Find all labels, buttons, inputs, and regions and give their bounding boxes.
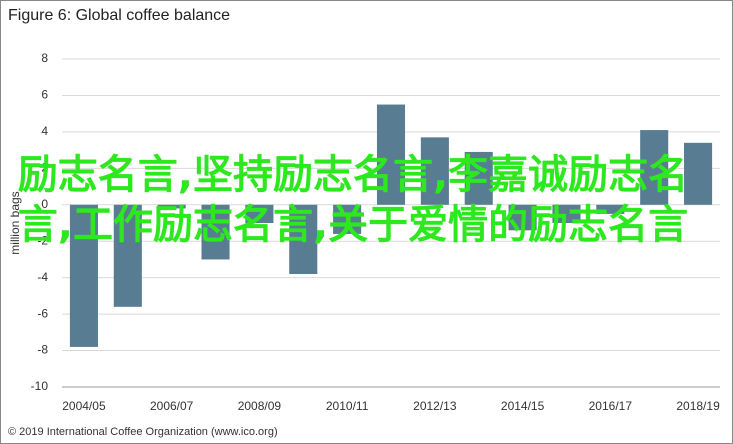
y-axis-label: million bags	[8, 191, 22, 254]
y-tick-label: -10	[31, 379, 49, 393]
bar	[113, 204, 142, 307]
y-tick-label: -4	[37, 270, 48, 284]
chart-title: Figure 6: Global coffee balance	[8, 7, 230, 24]
x-tick-label: 2008/09	[238, 399, 282, 413]
bar	[333, 204, 362, 234]
bar	[596, 204, 625, 214]
x-tick-label: 2012/13	[413, 399, 457, 413]
bar	[245, 204, 274, 223]
y-tick-label: 4	[41, 124, 48, 138]
y-tick-label: -6	[37, 306, 48, 320]
y-tick-label: -2	[37, 233, 48, 247]
bar	[201, 204, 230, 260]
x-tick-label: 2014/15	[501, 399, 545, 413]
x-tick-label: 2018/19	[676, 399, 720, 413]
x-tick-label: 2006/07	[150, 399, 194, 413]
y-tick-label: -8	[37, 343, 48, 357]
y-tick-label: 8	[41, 51, 48, 65]
source: © 2019 International Coffee Organization…	[8, 426, 278, 438]
bar	[69, 204, 98, 347]
bar	[420, 137, 449, 205]
y-tick-label: 2	[41, 161, 48, 175]
x-tick-label: 2010/11	[326, 399, 369, 413]
bar	[157, 204, 186, 209]
y-tick-label: 6	[41, 88, 48, 102]
x-tick-label: 2004/05	[62, 399, 106, 413]
y-tick-label: 0	[41, 197, 48, 211]
x-tick-label: 2016/17	[589, 399, 633, 413]
bar	[508, 204, 537, 231]
bar	[289, 204, 318, 275]
bar	[684, 142, 713, 205]
bar	[552, 204, 581, 223]
bar	[376, 104, 406, 205]
bar	[640, 130, 669, 205]
overlay-text: 励志名言,坚持励志名言,李嘉诚励志名言,工作励志名言,关于爱情的励志名言	[17, 152, 689, 248]
bar	[464, 151, 493, 205]
